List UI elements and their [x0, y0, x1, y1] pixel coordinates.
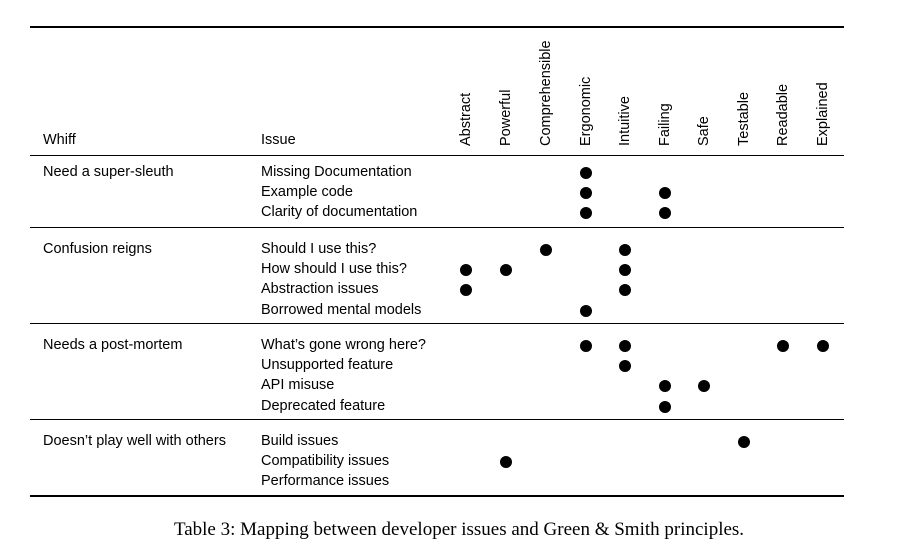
group-separator — [30, 227, 844, 228]
whiff-label: Doesn’t play well with others — [43, 433, 226, 449]
issue-label: What’s gone wrong here? — [261, 337, 426, 353]
mark-dot-ergonomic — [580, 340, 592, 352]
mark-dot-failing — [659, 380, 671, 393]
issue-label: Borrowed mental models — [261, 301, 422, 318]
issue-label: Build issues — [261, 433, 339, 449]
header-rule — [30, 155, 844, 156]
mark-dot-explained — [817, 340, 829, 352]
table-caption: Table 3: Mapping between developer issue… — [173, 519, 745, 540]
whiff-column-header: Whiff — [43, 132, 76, 148]
mark-dot-failing — [659, 187, 671, 200]
whiff-label: Needs a post-mortem — [43, 337, 183, 353]
mark-dot-comprehensible — [540, 244, 552, 256]
mark-dot-intuitive — [619, 244, 631, 256]
mark-dot-abstract — [460, 284, 472, 297]
issue-label: Deprecated feature — [261, 397, 386, 414]
mark-dot-ergonomic — [580, 207, 592, 220]
mark-dot-abstract — [460, 264, 472, 277]
principle-header-safe: Safe — [696, 116, 712, 146]
principle-header-powerful: Powerful — [498, 89, 514, 146]
mark-dot-failing — [659, 400, 671, 413]
mark-dot-powerful — [500, 264, 512, 277]
mark-dot-intuitive — [619, 360, 631, 373]
table-top-rule — [30, 26, 844, 28]
mark-dot-intuitive — [619, 284, 631, 297]
issue-label: API misuse — [261, 377, 335, 394]
issue-label: How should I use this? — [261, 261, 407, 278]
principle-header-testable: Testable — [736, 91, 752, 146]
issue-label: Missing Documentation — [261, 164, 412, 180]
mark-dot-intuitive — [619, 264, 631, 277]
issue-label: Example code — [261, 184, 353, 201]
issue-label: Abstraction issues — [261, 281, 379, 298]
issue-label: Should I use this? — [261, 241, 377, 257]
whiff-label: Need a super-sleuth — [43, 164, 174, 180]
mark-dot-powerful — [500, 456, 512, 469]
mark-dot-ergonomic — [580, 304, 592, 317]
principle-header-comprehensible: Comprehensible — [538, 40, 554, 146]
group-separator — [30, 323, 844, 324]
issue-label: Compatibility issues — [261, 453, 390, 470]
principle-header-explained: Explained — [815, 82, 831, 146]
principle-header-ergonomic: Ergonomic — [578, 76, 594, 146]
issue-column-header: Issue — [261, 132, 296, 148]
issue-label: Unsupported feature — [261, 357, 394, 374]
mark-dot-failing — [659, 207, 671, 220]
mark-dot-ergonomic — [580, 187, 592, 200]
mark-dot-testable — [738, 436, 750, 448]
issue-label: Performance issues — [261, 473, 390, 490]
table-bottom-rule — [30, 495, 844, 497]
mark-dot-intuitive — [619, 340, 631, 352]
issue-label: Clarity of documentation — [261, 204, 418, 221]
mark-dot-readable — [777, 340, 789, 352]
principle-header-failing: Failing — [657, 103, 673, 146]
principle-header-readable: Readable — [775, 83, 791, 146]
whiff-label: Confusion reigns — [43, 241, 152, 257]
principle-header-intuitive: Intuitive — [617, 96, 633, 146]
group-separator — [30, 419, 844, 420]
mark-dot-ergonomic — [580, 167, 592, 179]
principle-header-abstract: Abstract — [458, 92, 474, 146]
mark-dot-safe — [698, 380, 710, 393]
